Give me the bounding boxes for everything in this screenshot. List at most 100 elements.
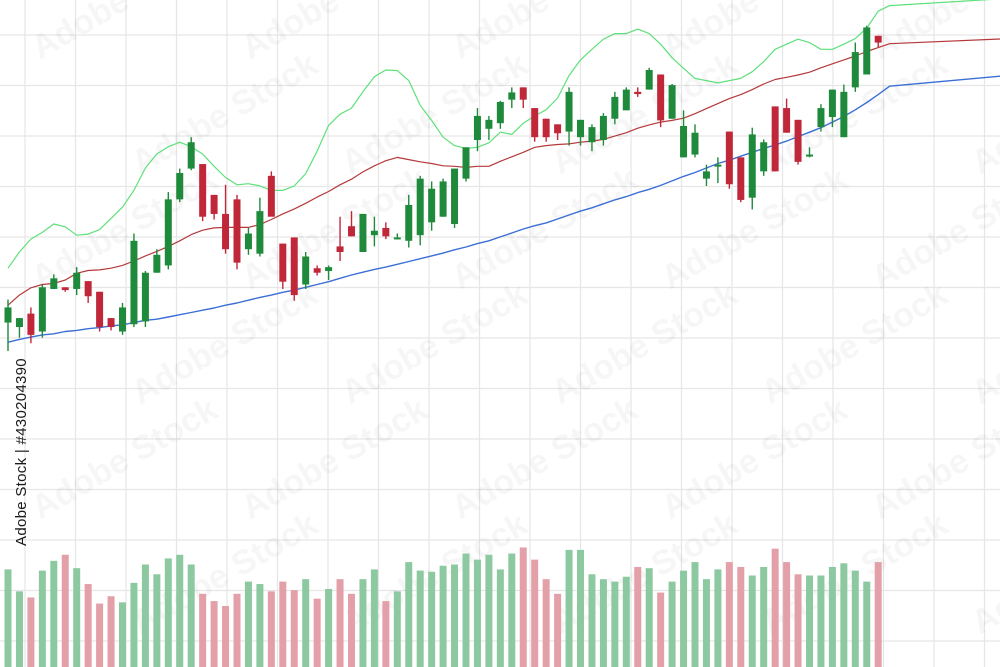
watermark-text: Adobe Stock [445, 160, 644, 297]
candle-body [634, 91, 642, 95]
candle-bearish [737, 157, 745, 203]
candle-body [210, 194, 218, 214]
candle-body [794, 119, 802, 162]
candle-bullish [15, 318, 23, 338]
candle-body [27, 313, 35, 335]
candle-bullish [806, 147, 813, 158]
candle-body [176, 173, 184, 200]
candle-body [38, 287, 46, 332]
candle-body [680, 126, 688, 158]
volume-bar-up [176, 554, 184, 667]
candle-bullish [508, 87, 516, 109]
candle-body [508, 92, 516, 100]
candle-body [622, 89, 630, 111]
candle-body [599, 115, 607, 140]
candle-body [840, 91, 848, 138]
volume-bar-up [393, 591, 401, 667]
watermark-text: Adobe Stock [125, 45, 324, 182]
volume-bar-down [210, 601, 218, 667]
candle-body [542, 118, 550, 138]
volume-bar-down [542, 579, 550, 667]
candle-bullish [462, 147, 470, 182]
volume-bar-up [473, 559, 481, 667]
volume-bar-up [599, 579, 607, 667]
candle-body [771, 106, 779, 172]
volume-bar-down [657, 592, 665, 667]
candle-body [451, 168, 459, 224]
volume-bar-down [199, 593, 207, 667]
volume-bar-down [348, 593, 355, 667]
candle-body [485, 119, 493, 129]
candle-body [702, 171, 710, 179]
watermark-text: Adobe Stock [545, 505, 744, 642]
candle-bearish [874, 35, 882, 48]
candle-body [199, 164, 207, 217]
candle-bullish [256, 197, 264, 257]
volume-bar-down [725, 562, 733, 667]
candle-body [473, 115, 481, 140]
volume-bar-up [405, 562, 413, 667]
volume-bar-up [462, 553, 470, 667]
volume-bar-up [817, 575, 825, 667]
candle-bearish [233, 194, 241, 270]
candle-bullish [451, 168, 459, 228]
volume-bar-down [794, 574, 802, 667]
volume-bar-down [290, 590, 298, 667]
candle-body [496, 101, 504, 124]
candle-body [107, 318, 115, 328]
candle-body [4, 307, 12, 323]
candle-body [863, 27, 871, 75]
volume-bar-up [828, 566, 836, 667]
candle-body [244, 233, 252, 250]
candle-bullish [748, 127, 756, 210]
candle-bearish [222, 184, 230, 254]
volume-bar-up [714, 569, 722, 667]
volume-bar-down [783, 562, 791, 667]
candle-bullish [428, 181, 436, 231]
candle-body [554, 124, 562, 134]
candle-bullish [599, 113, 607, 146]
candle-body [416, 178, 424, 236]
candle-bullish [164, 192, 172, 270]
candle-body [531, 108, 539, 138]
watermark-text: Adobe Stock [235, 390, 434, 527]
candle-body [141, 272, 149, 322]
candle-bullish [611, 91, 619, 125]
volume-bar-up [416, 570, 424, 667]
volume-bar-down [96, 603, 104, 667]
volume-bar-up [668, 581, 676, 667]
candle-bullish [4, 299, 12, 352]
candle-bearish [199, 164, 207, 222]
candle-body [519, 87, 527, 100]
candle-bullish [565, 87, 573, 146]
volume-bar-up [565, 549, 573, 667]
candle-bearish [84, 281, 92, 303]
candle-bullish [680, 110, 688, 158]
candle-body [405, 204, 413, 241]
volume-bar-up [748, 575, 756, 667]
volume-bar-up [4, 569, 12, 667]
volume-bar-up [691, 562, 699, 667]
candle-body [439, 181, 447, 217]
candle-body [256, 211, 264, 254]
candle-body [382, 227, 390, 237]
volume-bar-down [519, 547, 527, 667]
volume-bar-up [645, 568, 653, 667]
candle-bullish [851, 42, 859, 92]
volume-bar-up [622, 576, 630, 667]
candle-body [187, 142, 195, 169]
volume-bar-down [737, 566, 745, 667]
candle-bullish [828, 89, 836, 128]
volume-bar-up [508, 553, 516, 667]
volume-bar-up [840, 563, 848, 667]
candle-bearish [725, 131, 733, 189]
candle-bullish [153, 249, 161, 273]
watermark-text: Adobe Stock [25, 0, 224, 67]
watermark-text: Adobe Stock [25, 160, 224, 297]
volume-bar-up [325, 588, 333, 667]
candle-body [691, 132, 699, 155]
volume-bar-down [336, 579, 344, 667]
candle-body [119, 307, 126, 332]
volume-bars [4, 547, 882, 667]
